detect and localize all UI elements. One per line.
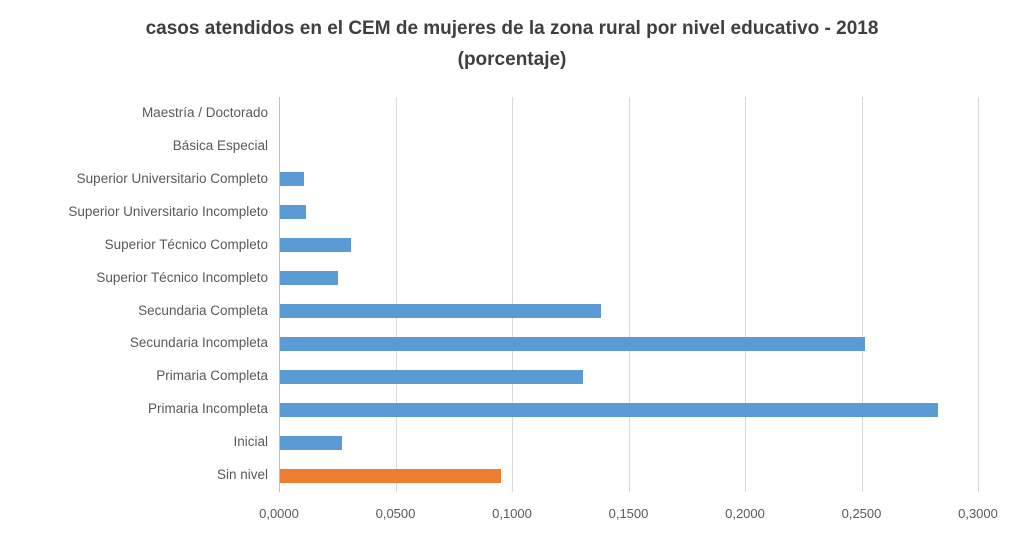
x-tick-label: 0,2500 bbox=[841, 506, 882, 521]
gridline bbox=[861, 97, 863, 492]
bar bbox=[280, 435, 343, 450]
category-label: Secundaria Incompleta bbox=[129, 335, 268, 351]
bar bbox=[280, 205, 307, 220]
category-label: Superior Universitario Completo bbox=[76, 170, 268, 186]
x-tick-label: 0,0500 bbox=[375, 506, 416, 521]
gridline bbox=[745, 97, 746, 492]
chart-title-line2: (porcentaje) bbox=[457, 49, 567, 70]
category-label: Básica Especial bbox=[172, 137, 268, 153]
category-label: Superior Universitario Incompleto bbox=[68, 203, 268, 219]
x-tick-label: 0,3000 bbox=[958, 506, 998, 521]
chart-title: casos atendidos en el CEM de mujeres de … bbox=[0, 13, 1024, 75]
plot-area bbox=[279, 97, 979, 492]
category-label: Primaria Incompleta bbox=[147, 401, 268, 417]
bar bbox=[280, 271, 339, 286]
x-axis-labels: 0,0000 0,0500 0,1000 0,1500 0,2000 0,2500 0,30… bbox=[259, 506, 998, 526]
bar bbox=[280, 303, 602, 318]
category-label: Superior Técnico Incompleto bbox=[96, 269, 268, 285]
bar bbox=[280, 238, 352, 253]
category-label: Primaria Completa bbox=[156, 368, 268, 384]
x-tick-label: 0,2000 bbox=[725, 506, 765, 521]
category-label: Inicial bbox=[233, 434, 268, 450]
category-label: Sin nivel bbox=[216, 467, 268, 483]
gridline bbox=[512, 97, 513, 492]
bar bbox=[280, 336, 865, 351]
bar bbox=[280, 369, 583, 384]
x-tick-label: 0,1000 bbox=[492, 506, 532, 521]
chart-title-line1: casos atendidos en el CEM de mujeres de … bbox=[145, 18, 879, 39]
category-label: Secundaria Completa bbox=[138, 302, 268, 318]
gridline bbox=[628, 97, 630, 492]
x-tick-label: 0,0000 bbox=[259, 506, 299, 521]
bar bbox=[280, 468, 501, 483]
y-axis-labels: Maestría / Doctorado Básica Especial Super… bbox=[0, 97, 268, 492]
category-label: Superior Técnico Completo bbox=[104, 236, 268, 252]
category-label: Maestría / Doctorado bbox=[141, 105, 268, 120]
gridline bbox=[395, 97, 397, 492]
bar bbox=[280, 402, 938, 417]
gridline bbox=[978, 97, 979, 492]
bar bbox=[280, 172, 304, 187]
x-tick-label: 0,1500 bbox=[608, 506, 649, 521]
